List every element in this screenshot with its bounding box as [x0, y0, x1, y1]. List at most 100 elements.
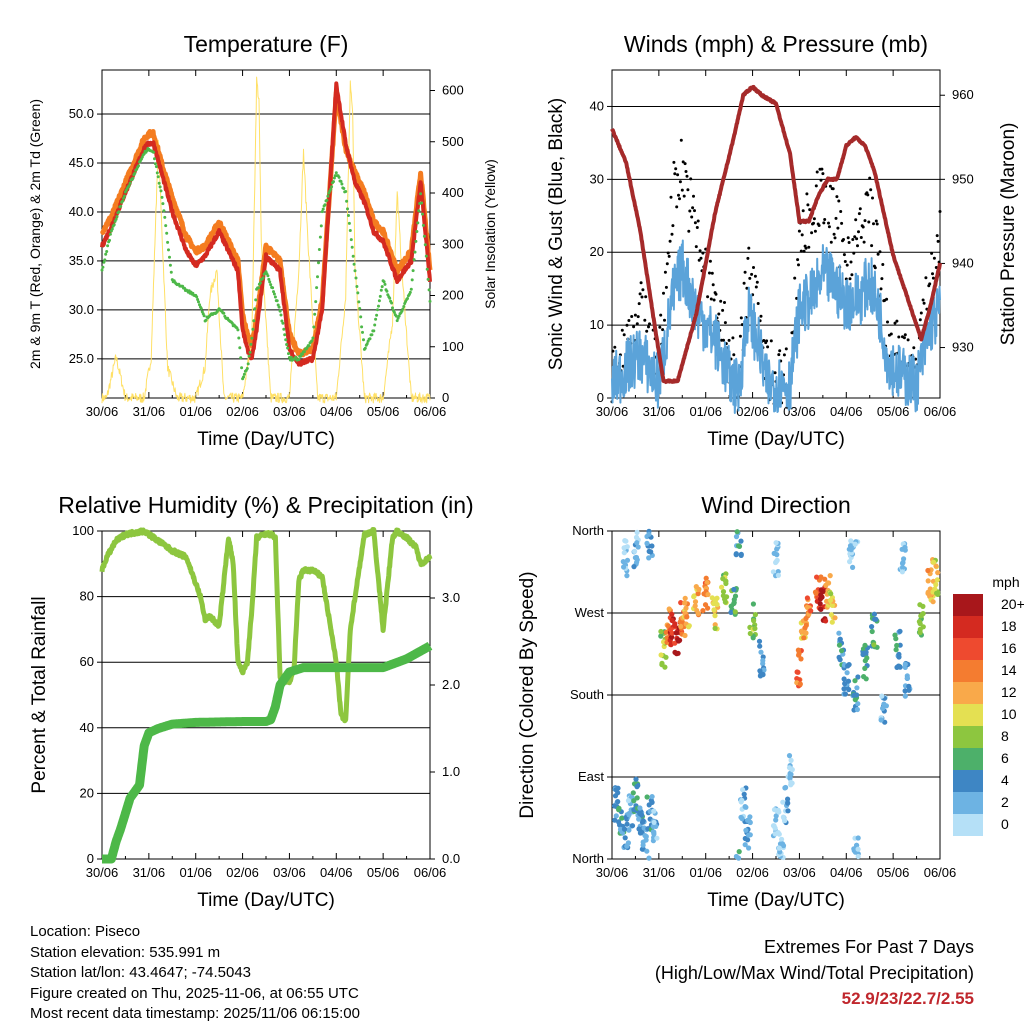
gust-points-point [817, 224, 821, 227]
wind-direction-point [904, 675, 911, 681]
wind-direction-point [837, 636, 843, 642]
gust-points-point [821, 172, 825, 176]
dewpoint-line-point [258, 281, 262, 285]
y-right-tick-label: 2.0 [442, 677, 460, 692]
gust-points-point [829, 240, 833, 244]
gust-points-point [856, 244, 859, 248]
dewpoint-line-point [427, 288, 431, 292]
y-tick-label: 50.0 [69, 106, 94, 121]
y-tick-label: 20 [590, 244, 604, 259]
wind-direction-point [842, 681, 848, 687]
wind-direction-point [738, 538, 744, 544]
wind-direction-point [649, 794, 655, 800]
dewpoint-line-point [402, 305, 406, 308]
wind-direction-point [662, 664, 668, 670]
gust-points-point [828, 184, 832, 188]
wind-direction-point [621, 550, 627, 556]
colorbar-label: 4 [1001, 772, 1009, 788]
dewpoint-line-point [388, 296, 392, 300]
wind-direction-point [658, 652, 664, 658]
wind-direction-point [649, 799, 655, 806]
x-tick-label: 02/06 [226, 404, 259, 419]
y-tick-label: 60 [80, 654, 94, 669]
dewpoint-line-point [347, 214, 350, 217]
x-axis-label: Time (Day/UTC) [707, 890, 845, 911]
dewpoint-line-point [299, 354, 303, 358]
wind-direction-point [796, 650, 802, 657]
wind-direction-point [636, 826, 642, 832]
wind-direction-point [742, 842, 748, 848]
wind-direction-point [900, 565, 906, 571]
wind-direction-point [637, 810, 643, 817]
x-tick-label: 30/06 [596, 865, 629, 880]
gust-points-point [930, 251, 934, 255]
wind-direction-point [780, 799, 786, 805]
y-right-tick-label: 930 [952, 340, 974, 355]
gust-points-point [706, 295, 710, 299]
gust-points-point [903, 333, 907, 337]
dewpoint-line-point [315, 286, 319, 290]
wind-direction-point [651, 808, 657, 814]
gust-points-point [797, 263, 800, 267]
gust-points-point [754, 285, 758, 289]
wind-direction-point [760, 657, 766, 664]
wind-direction-point [712, 622, 718, 628]
dewpoint-line-point [345, 199, 349, 203]
wind-direction-point [635, 544, 641, 550]
wind-direction-point [841, 686, 847, 692]
dewpoint-line-point [238, 346, 242, 350]
gust-points-point [935, 234, 939, 238]
chart-title: Wind Direction [701, 492, 851, 518]
colorbar-label: 6 [1001, 750, 1009, 766]
dewpoint-line-point [350, 245, 354, 249]
wind-direction-point [646, 855, 652, 861]
dewpoint-line-point [377, 299, 381, 303]
gust-points-point [846, 236, 850, 240]
y-right-tick-label: 300 [442, 236, 464, 251]
dewpoint-line-point [268, 280, 272, 284]
dewpoint-line-point [289, 355, 293, 359]
dewpoint-line-point [383, 282, 387, 286]
y-tick-label: 40 [80, 720, 94, 735]
gust-points-point [880, 277, 884, 281]
wind-direction-point [691, 593, 697, 599]
wind-direction-point [644, 794, 650, 800]
dewpoint-line-point [257, 286, 260, 290]
wind-direction-point [935, 570, 941, 576]
dewpoint-line-point [103, 258, 107, 262]
gust-points-point [750, 272, 754, 276]
gust-points-point [871, 196, 874, 200]
gust-points-point [665, 262, 669, 266]
wind-direction-point [879, 693, 885, 699]
wind-direction-point [719, 584, 725, 590]
gust-points-point [833, 236, 837, 240]
gust-points-point [876, 252, 880, 256]
wind-direction-point [712, 625, 718, 632]
wind-direction-point [669, 611, 675, 617]
wind-direction-point [803, 615, 809, 622]
dewpoint-line-point [248, 350, 252, 354]
dewpoint-line-point [152, 150, 155, 154]
dewpoint-line-point [361, 330, 364, 334]
wind-direction-point [632, 548, 638, 555]
dewpoint-line-point [414, 239, 418, 243]
gust-points-point [847, 241, 851, 244]
wind-direction-point [624, 557, 631, 563]
wind-direction-point [693, 584, 699, 590]
gust-points-point [874, 219, 878, 223]
wind-direction-point [925, 589, 931, 595]
gust-points-point [668, 239, 672, 243]
wind-direction-point [871, 611, 878, 617]
gust-points-point [638, 292, 642, 296]
wind-direction-point [828, 612, 835, 618]
gust-points-point [914, 357, 918, 361]
wind-direction-point [878, 717, 884, 723]
wind-direction-point [896, 651, 902, 658]
wind-direction-point [850, 564, 856, 571]
gust-points-point [673, 172, 677, 176]
dewpoint-line-point [250, 336, 254, 340]
y-tick-label: North [572, 851, 604, 866]
gust-points-point [773, 371, 777, 375]
dewpoint-line-point [380, 285, 384, 289]
y-right-tick-label: 200 [442, 288, 464, 303]
